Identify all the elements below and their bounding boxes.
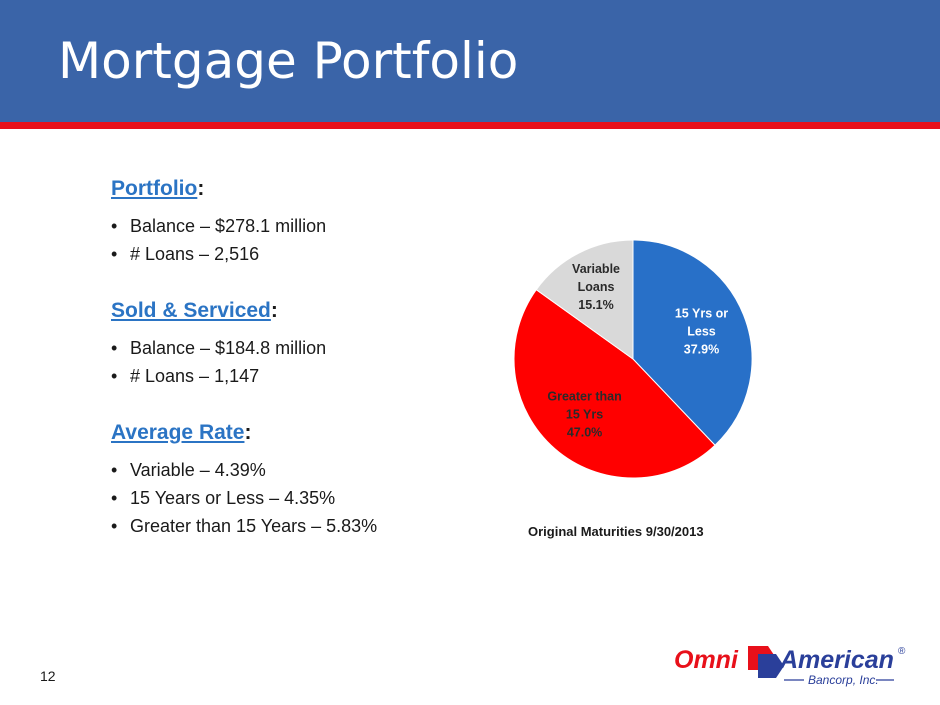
bullet-item: Greater than 15 Years – 5.83% [111,512,377,540]
logo-emblem-icon [748,646,784,678]
logo-omni-text: Omni [674,646,739,674]
bullet-item: # Loans – 1,147 [111,362,326,390]
slice-variable-loans-label: Variable Loans 15.1% [572,262,620,312]
chart-caption: Original Maturities 9/30/2013 [528,524,704,539]
bullet-list: Balance – $184.8 million # Loans – 1,147 [111,334,326,390]
header-bar: Mortgage Portfolio [0,0,940,122]
slide-title: Mortgage Portfolio [58,32,519,90]
section-heading: Portfolio: [111,178,326,199]
section-heading-colon: : [197,177,205,200]
logo-registered-mark: ® [898,646,906,657]
section-average-rate: Average Rate: Variable – 4.39% 15 Years … [111,422,377,540]
slice-greater-than-15yrs [513,288,716,479]
section-heading: Average Rate: [111,422,377,443]
logo-american-text: American [779,646,894,674]
section-heading-colon: : [270,299,278,322]
bullet-item: Variable – 4.39% [111,456,377,484]
omniamerican-logo: Omni American ® Bancorp, Inc. [674,646,906,687]
slice-variable-loans [535,239,634,360]
slice-15yrs-or-less-label: 15 Yrs or Less 37.9% [675,307,728,357]
header-stripe [0,122,940,129]
logo-subtitle: Bancorp, Inc. [808,673,879,687]
pie-chart: 15 Yrs or Less 37.9% Greater than 15 Yrs 47.0… [513,239,753,479]
section-heading-colon: : [244,421,252,444]
bullet-item: # Loans – 2,516 [111,240,326,268]
section-heading-text: Sold & Serviced [111,299,271,322]
bullet-item: 15 Years or Less – 4.35% [111,484,377,512]
page-number: 12 [40,668,56,684]
section-heading-text: Portfolio [111,177,198,200]
bullet-list: Variable – 4.39% 15 Years or Less – 4.35… [111,456,377,540]
bullet-item: Balance – $184.8 million [111,334,326,362]
slice-greater-than-15yrs-label: Greater than 15 Yrs 47.0% [547,390,621,440]
section-heading-text: Average Rate [111,421,245,444]
bullet-item: Balance – $278.1 million [111,212,326,240]
slice-15yrs-or-less [632,239,753,446]
section-heading: Sold & Serviced: [111,300,326,321]
bullet-list: Balance – $278.1 million # Loans – 2,516 [111,212,326,268]
section-portfolio: Portfolio: Balance – $278.1 million # Lo… [111,178,326,268]
section-sold-serviced: Sold & Serviced: Balance – $184.8 millio… [111,300,326,390]
